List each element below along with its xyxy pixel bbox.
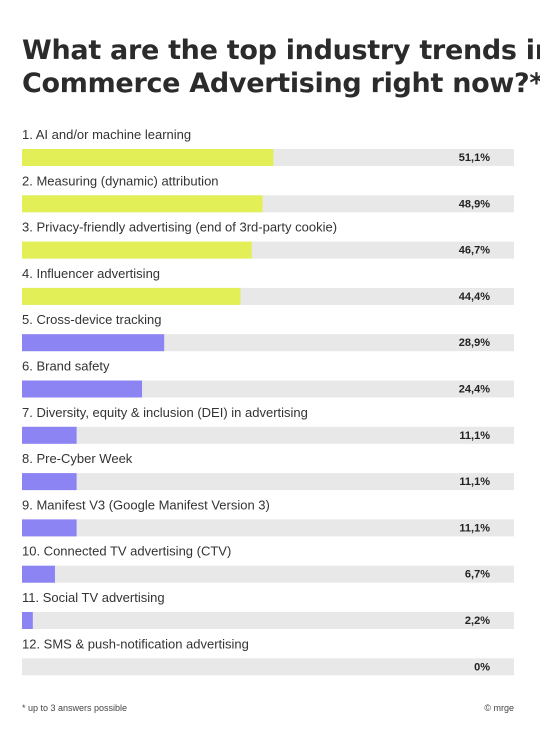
bar-row: 7. Diversity, equity & inclusion (DEI) i… — [22, 405, 514, 444]
value-label: 46,7% — [459, 245, 490, 257]
category-label: 3. Privacy-friendly advertising (end of … — [22, 220, 337, 235]
value-label: 11,1% — [459, 522, 490, 534]
bar — [22, 473, 77, 491]
value-label: 24,4% — [459, 384, 490, 396]
bar-row: 11. Social TV advertising 2,2% — [22, 590, 514, 629]
bar-track — [22, 519, 514, 537]
chart-title: What are the top industry trends in Comm… — [22, 34, 540, 100]
bar — [22, 149, 274, 166]
bar-row: 4. Influencer advertising 44,4% — [22, 266, 514, 305]
bar-row: 8. Pre-Cyber Week 11,1% — [22, 451, 514, 491]
value-label: 48,9% — [459, 198, 490, 210]
category-label: 4. Influencer advertising — [22, 266, 160, 281]
bar-row: 6. Brand safety 24,4% — [22, 359, 514, 398]
bar — [22, 195, 263, 213]
value-label: 28,9% — [459, 337, 490, 349]
bar — [22, 287, 241, 305]
credit-text: © mrge — [484, 703, 514, 713]
bar-track — [22, 380, 514, 398]
bar-track — [22, 473, 514, 491]
category-label: 8. Pre-Cyber Week — [22, 451, 133, 466]
bar — [22, 565, 55, 583]
bar-track — [22, 426, 514, 444]
bar — [22, 612, 33, 629]
value-label: 2,2% — [465, 615, 490, 627]
bar-row: 3. Privacy-friendly advertising (end of … — [22, 220, 514, 259]
chart-title-line-1: What are the top industry trends in — [22, 35, 540, 66]
bar — [22, 519, 77, 537]
bar-track — [22, 612, 514, 629]
chart-title-line-2: Commerce Advertising right now?* — [22, 68, 540, 99]
category-label: 9. Manifest V3 (Google Manifest Version … — [22, 497, 270, 512]
bar-track — [22, 565, 514, 583]
footnote: * up to 3 answers possible — [22, 703, 128, 713]
value-label: 51,1% — [459, 152, 490, 164]
category-label: 11. Social TV advertising — [22, 590, 165, 605]
value-label: 44,4% — [459, 291, 490, 303]
bar-row: 1. AI and/or machine learning 51,1% — [22, 127, 514, 166]
category-label: 10. Connected TV advertising (CTV) — [22, 544, 231, 559]
bar — [22, 241, 252, 259]
value-label: 6,7% — [465, 569, 490, 581]
bar-row: 12. SMS & push-notification advertising 0… — [22, 636, 514, 676]
bar-row: 5. Cross-device tracking 28,9% — [22, 312, 514, 352]
category-label: 1. AI and/or machine learning — [22, 127, 191, 142]
bar-row: 9. Manifest V3 (Google Manifest Version … — [22, 497, 514, 537]
bar-row: 10. Connected TV advertising (CTV) 6,7% — [22, 544, 514, 583]
category-label: 5. Cross-device tracking — [22, 312, 161, 327]
bar — [22, 426, 77, 444]
bar-track — [22, 658, 514, 676]
value-label: 11,1% — [459, 430, 490, 442]
bar — [22, 334, 165, 352]
category-label: 7. Diversity, equity & inclusion (DEI) i… — [22, 405, 308, 420]
bar-chart: 1. AI and/or machine learning 51,1% 2. Mea… — [22, 127, 514, 676]
category-label: 12. SMS & push-notification advertising — [22, 636, 249, 651]
value-label: 11,1% — [459, 476, 490, 488]
category-label: 6. Brand safety — [22, 359, 110, 374]
category-label: 2. Measuring (dynamic) attribution — [22, 173, 219, 188]
bar — [22, 380, 143, 398]
value-label: 0% — [474, 661, 490, 673]
bar-row: 2. Measuring (dynamic) attribution 48,9% — [22, 173, 514, 213]
